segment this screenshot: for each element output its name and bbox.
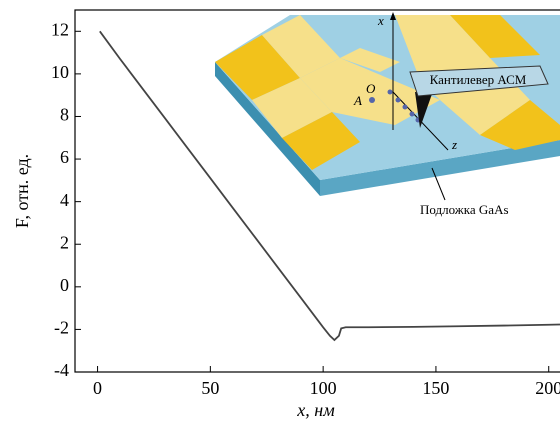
y-axis-label: F, отн. ед.: [12, 154, 32, 228]
x-axis-label: x, нм: [296, 400, 335, 420]
x-tick-label: 100: [310, 378, 337, 398]
x-tick-label: 200: [535, 378, 560, 398]
point: [403, 105, 408, 110]
inset-label: z: [451, 137, 457, 152]
x-tick-label: 50: [201, 378, 219, 398]
inset-label: O: [366, 81, 376, 96]
point: [388, 90, 393, 95]
inset-diagram: x O A z Кантилевер АСМ Подложка GaAs: [215, 12, 560, 217]
y-tick-label: 4: [60, 190, 69, 210]
y-tick-label: 12: [51, 19, 69, 39]
point: [369, 97, 375, 103]
inset-label: Подложка GaAs: [420, 202, 509, 217]
inset-label: A: [353, 93, 362, 108]
chart: x O A z Кантилевер АСМ Подложка GaAs x, …: [0, 0, 560, 430]
y-tick-label: 10: [51, 62, 69, 82]
inset-label: x: [377, 13, 384, 28]
x-tick-label: 0: [93, 378, 102, 398]
y-tick-label: -4: [54, 360, 69, 380]
x-tick-label: 150: [422, 378, 449, 398]
y-tick-label: 2: [60, 232, 69, 252]
y-tick-label: 0: [60, 275, 69, 295]
y-tick-label: 8: [60, 105, 69, 125]
y-tick-label: 6: [60, 147, 69, 167]
point: [396, 98, 401, 103]
inset-label: Кантилевер АСМ: [430, 72, 527, 87]
point: [410, 112, 415, 117]
y-tick-label: -2: [54, 318, 69, 338]
